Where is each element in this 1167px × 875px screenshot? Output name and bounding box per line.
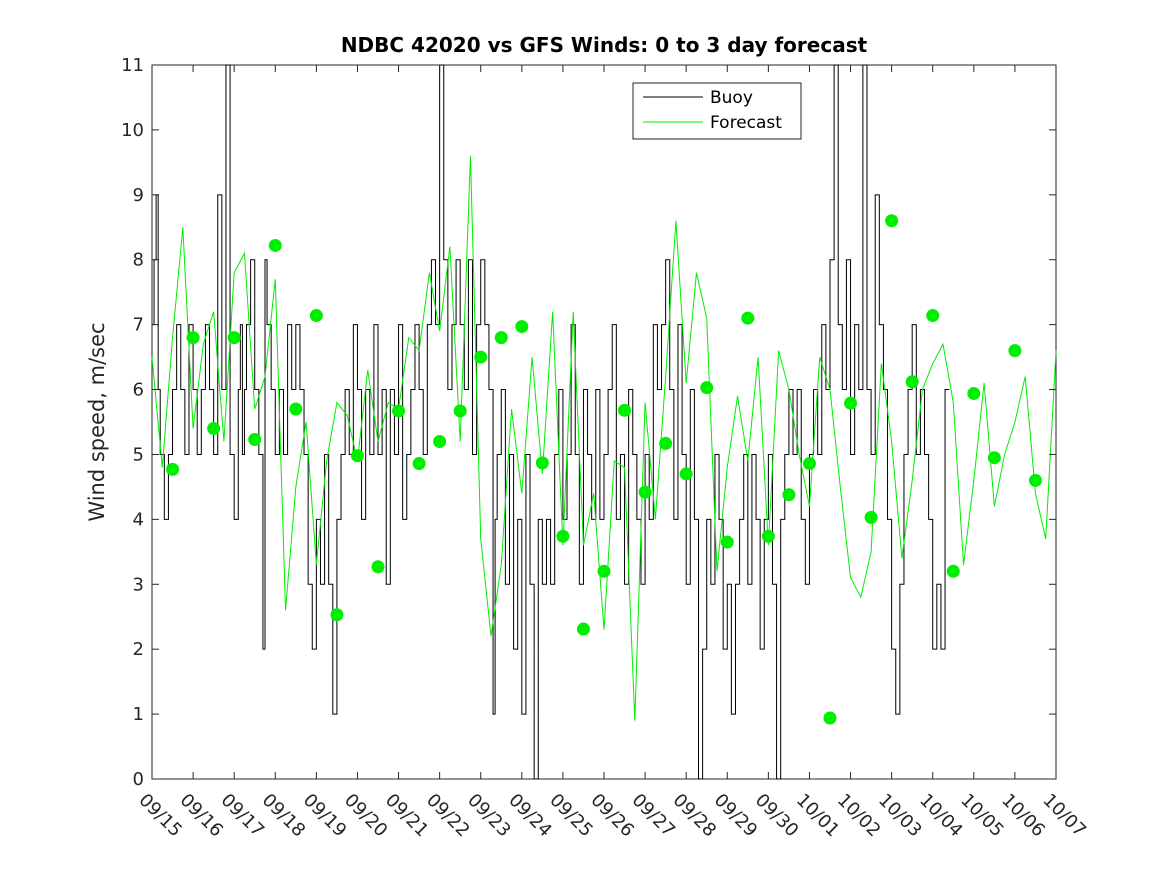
forecast-marker: [905, 375, 919, 389]
forecast-marker: [618, 403, 632, 417]
forecast-marker: [823, 711, 837, 725]
forecast-marker: [782, 488, 796, 502]
forecast-marker: [679, 467, 693, 481]
forecast-marker: [248, 433, 262, 447]
x-tick-label: 09/28: [669, 790, 721, 842]
forecast-marker: [330, 608, 344, 622]
forecast-marker: [761, 529, 775, 543]
forecast-marker: [474, 350, 488, 364]
forecast-marker: [885, 214, 899, 228]
series-line-forecast: [151, 155, 1057, 721]
forecast-marker: [802, 457, 816, 471]
x-tick-label: 09/15: [134, 790, 186, 842]
forecast-marker: [926, 309, 940, 323]
forecast-marker: [597, 564, 611, 578]
legend: Buoy Forecast: [632, 82, 802, 140]
y-tick-label: 11: [121, 55, 144, 76]
forecast-marker: [309, 309, 323, 323]
y-tick-label: 0: [133, 769, 144, 790]
forecast-marker: [166, 462, 180, 476]
forecast-marker: [535, 456, 549, 470]
y-axis-label: Wind speed, m/sec: [85, 322, 109, 521]
y-tick-label: 3: [133, 574, 144, 595]
x-tick-label: 10/07: [1038, 790, 1090, 842]
x-tick-label: 09/23: [463, 790, 515, 842]
forecast-marker: [494, 331, 508, 345]
forecast-marker: [720, 535, 734, 549]
y-tick-label: 9: [133, 185, 144, 206]
y-tick-label: 1: [133, 704, 144, 725]
y-tick-label: 7: [133, 315, 144, 336]
y-tick-label: 5: [133, 444, 144, 465]
series-line-buoy: [152, 64, 950, 780]
x-tick-label: 09/21: [381, 790, 433, 842]
forecast-marker: [864, 510, 878, 524]
legend-box: [632, 82, 802, 140]
plot-area: [151, 64, 1057, 780]
x-tick-label: 10/03: [874, 790, 926, 842]
forecast-marker: [659, 436, 673, 450]
x-tick-label: 09/20: [340, 790, 392, 842]
x-tick-label: 09/18: [258, 790, 310, 842]
forecast-marker: [576, 622, 590, 636]
forecast-marker: [227, 331, 241, 345]
forecast-marker: [556, 529, 570, 543]
x-tick-label: 09/29: [710, 790, 762, 842]
y-tick-label: 6: [133, 380, 144, 401]
forecast-marker: [453, 404, 467, 418]
series-layer: [151, 64, 1057, 780]
x-tick-label: 09/16: [176, 790, 228, 842]
x-tick-label: 10/06: [997, 790, 1049, 842]
forecast-marker: [946, 564, 960, 578]
forecast-marker: [1028, 473, 1042, 487]
x-tick-label: 10/02: [833, 790, 885, 842]
x-tick-label: 09/19: [299, 790, 351, 842]
y-tick-label: 4: [133, 509, 144, 530]
x-tick-label: 10/01: [792, 790, 844, 842]
x-tick-label: 10/05: [956, 790, 1008, 842]
x-tick-label: 09/24: [504, 790, 556, 842]
forecast-marker: [700, 381, 714, 395]
x-tick-label: 09/30: [751, 790, 803, 842]
x-tick-label: 09/25: [545, 790, 597, 842]
forecast-marker: [289, 402, 303, 416]
x-tick-label: 09/27: [628, 790, 680, 842]
forecast-marker: [207, 421, 221, 435]
x-tick-label: 09/17: [217, 790, 269, 842]
forecast-marker: [268, 238, 282, 252]
forecast-marker: [433, 434, 447, 448]
y-tick-label: 2: [133, 639, 144, 660]
forecast-marker: [1008, 344, 1022, 358]
legend-entry-forecast: Forecast: [710, 113, 782, 133]
forecast-marker: [350, 449, 364, 463]
forecast-marker: [392, 404, 406, 418]
y-tick-label: 8: [133, 250, 144, 271]
y-tick-label: 10: [121, 120, 144, 141]
forecast-marker: [987, 451, 1001, 465]
forecast-marker: [186, 331, 200, 345]
forecast-marker: [638, 485, 652, 499]
forecast-marker: [741, 311, 755, 325]
forecast-marker: [844, 396, 858, 410]
chart-title: NDBC 42020 vs GFS Winds: 0 to 3 day fore…: [341, 33, 868, 57]
x-tick-label: 09/22: [422, 790, 474, 842]
x-tick-label: 10/04: [915, 790, 967, 842]
forecast-marker: [967, 386, 981, 400]
forecast-marker: [515, 320, 529, 334]
legend-entry-buoy: Buoy: [710, 88, 753, 108]
x-tick-label: 09/26: [586, 790, 638, 842]
forecast-marker: [371, 560, 385, 574]
forecast-marker: [412, 457, 426, 471]
